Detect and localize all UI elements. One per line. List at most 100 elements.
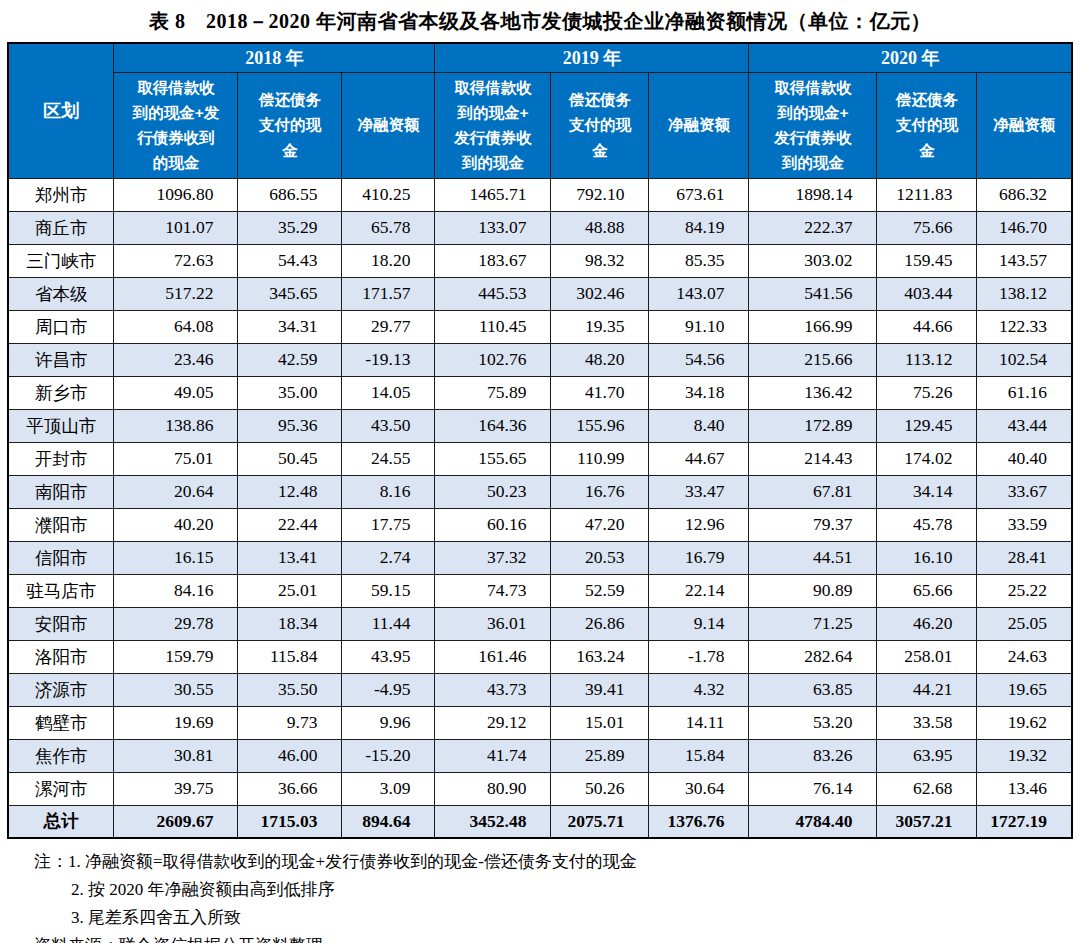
value-cell: 9.73 [238,706,342,739]
value-cell: 65.78 [342,211,435,244]
value-cell: 64.08 [114,310,238,343]
column-header-2019-repay: 偿还债务 支付的现 金 [551,72,649,178]
value-cell: 222.37 [749,211,877,244]
note-line-2: 2. 按 2020 年净融资额由高到低排序 [34,876,1080,904]
value-cell: 517.22 [114,277,238,310]
value-cell: 42.59 [238,343,342,376]
sub-header-row: 取得借款收 到的现金+发 行债券收到 的现金 偿还债务 支付的现 金 净融资额 … [8,72,1072,178]
value-cell: 215.66 [749,343,877,376]
value-cell: 101.07 [114,211,238,244]
page-title: 表 8 2018－2020 年河南省省本级及各地市发债城投企业净融资额情况（单位… [0,0,1080,42]
value-cell: 171.57 [342,277,435,310]
value-cell: 686.55 [238,178,342,211]
table-row: 焦作市30.8146.00-15.2041.7425.8915.8483.266… [8,739,1072,772]
value-cell: 792.10 [551,178,649,211]
value-cell: 50.45 [238,442,342,475]
value-cell: 122.33 [977,310,1072,343]
value-cell: 84.16 [114,574,238,607]
value-cell: 133.07 [435,211,551,244]
column-header-2020-repay: 偿还债务 支付的现 金 [877,72,977,178]
region-cell: 开封市 [8,442,114,475]
region-cell: 安阳市 [8,607,114,640]
value-cell: 37.32 [435,541,551,574]
value-cell: 2609.67 [114,805,238,838]
value-cell: 98.32 [551,244,649,277]
column-header-2019-borrow: 取得借款收 到的现金+ 发行债券收 到的现金 [435,72,551,178]
value-cell: 44.51 [749,541,877,574]
value-cell: 2075.71 [551,805,649,838]
table-row: 省本级517.22345.65171.57445.53302.46143.075… [8,277,1072,310]
value-cell: 75.01 [114,442,238,475]
year-header-2020: 2020 年 [749,43,1072,72]
value-cell: 14.11 [649,706,749,739]
value-cell: 43.50 [342,409,435,442]
value-cell: 25.89 [551,739,649,772]
value-cell: 164.36 [435,409,551,442]
region-cell: 济源市 [8,673,114,706]
column-header-2018-net: 净融资额 [342,72,435,178]
value-cell: 61.16 [977,376,1072,409]
value-cell: 71.25 [749,607,877,640]
value-cell: 83.26 [749,739,877,772]
value-cell: 75.26 [877,376,977,409]
value-cell: 19.62 [977,706,1072,739]
value-cell: 75.66 [877,211,977,244]
value-cell: 403.44 [877,277,977,310]
value-cell: 258.01 [877,640,977,673]
value-cell: 34.18 [649,376,749,409]
table-row: 鹤壁市19.699.739.9629.1215.0114.1153.2033.5… [8,706,1072,739]
value-cell: 20.64 [114,475,238,508]
region-cell: 濮阳市 [8,508,114,541]
value-cell: 84.19 [649,211,749,244]
region-cell: 平顶山市 [8,409,114,442]
value-cell: 29.12 [435,706,551,739]
region-cell: 鹤壁市 [8,706,114,739]
value-cell: 45.78 [877,508,977,541]
value-cell: 43.95 [342,640,435,673]
value-cell: 13.41 [238,541,342,574]
value-cell: 65.66 [877,574,977,607]
value-cell: 1898.14 [749,178,877,211]
region-cell: 驻马店市 [8,574,114,607]
table-row: 洛阳市159.79115.8443.95161.46163.24-1.78282… [8,640,1072,673]
value-cell: 115.84 [238,640,342,673]
region-cell: 新乡市 [8,376,114,409]
value-cell: 19.69 [114,706,238,739]
value-cell: 28.41 [977,541,1072,574]
value-cell: 1727.19 [977,805,1072,838]
value-cell: 410.25 [342,178,435,211]
note-line-1: 注： 1. 净融资额=取得借款收到的现金+发行债券收到的现金-偿还债务支付的现金 [34,848,1080,876]
value-cell: 138.86 [114,409,238,442]
value-cell: 302.46 [551,277,649,310]
table-header: 区划 2018 年 2019 年 2020 年 取得借款收 到的现金+发 行债券… [8,43,1072,178]
value-cell: 22.14 [649,574,749,607]
value-cell: 44.67 [649,442,749,475]
value-cell: 75.89 [435,376,551,409]
year-header-2018: 2018 年 [114,43,435,72]
value-cell: 39.41 [551,673,649,706]
column-header-2019-net: 净融资额 [649,72,749,178]
region-cell: 信阳市 [8,541,114,574]
value-cell: 48.88 [551,211,649,244]
region-column-header: 区划 [8,43,114,178]
value-cell: 155.65 [435,442,551,475]
value-cell: 44.21 [877,673,977,706]
value-cell: -19.13 [342,343,435,376]
financing-table: 区划 2018 年 2019 年 2020 年 取得借款收 到的现金+发 行债券… [7,42,1073,839]
value-cell: -15.20 [342,739,435,772]
value-cell: 183.67 [435,244,551,277]
table-row: 开封市75.0150.4524.55155.65110.9944.67214.4… [8,442,1072,475]
region-cell: 郑州市 [8,178,114,211]
value-cell: 8.40 [649,409,749,442]
value-cell: -1.78 [649,640,749,673]
value-cell: 143.07 [649,277,749,310]
region-cell: 洛阳市 [8,640,114,673]
value-cell: 33.47 [649,475,749,508]
value-cell: 110.45 [435,310,551,343]
column-header-2018-repay: 偿还债务 支付的现 金 [238,72,342,178]
value-cell: 686.32 [977,178,1072,211]
table-row: 信阳市16.1513.412.7437.3220.5316.7944.5116.… [8,541,1072,574]
value-cell: 12.96 [649,508,749,541]
value-cell: 894.64 [342,805,435,838]
note-item-1: 1. 净融资额=取得借款收到的现金+发行债券收到的现金-偿还债务支付的现金 [68,848,637,876]
